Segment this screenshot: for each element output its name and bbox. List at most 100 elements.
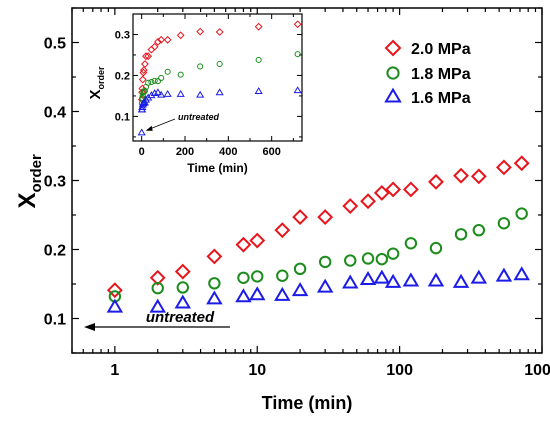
data-point [292,209,309,225]
untreated-arrow-head [84,323,95,331]
data-point [318,255,332,269]
data-point [274,286,291,301]
inset-data-point [157,35,166,44]
inset-data-point [196,27,205,36]
data-point [472,223,486,237]
inset-y-axis-label: Xorder [87,66,106,100]
inset-x-tick-label: 200 [176,146,194,158]
inset-data-point [141,87,148,95]
inset-x-axis-label: Time (min) [187,161,247,175]
legend-marker [384,87,402,103]
inset-data-point [158,74,165,81]
data-point [106,282,123,299]
data-point [276,269,289,282]
inset-data-point [176,89,185,97]
inset-data-point [177,71,184,78]
data-point [360,193,376,210]
data-point [174,263,191,280]
inset-data-point [176,31,185,40]
data-point [293,262,307,276]
data-point [344,254,357,267]
data-point [373,185,390,201]
data-point [359,271,377,286]
data-point [361,252,375,265]
data-point [384,273,402,288]
inset-plot: 0 200 400 600 0.1 0.2 0.3 Time (min) Xorder untre… [87,13,303,175]
inset-data-point [196,90,205,98]
data-point [291,282,309,297]
inset-data-point [144,52,153,61]
inset-x-tick-label: 400 [219,146,237,158]
data-point [375,252,389,266]
inset-data-point [254,87,263,94]
legend-label: 1.6 MPa [411,90,471,107]
data-point [251,270,264,283]
inset-y-tick-label: 0.2 [115,70,130,82]
inset-data-point [215,28,224,36]
inset-data-point [141,60,149,68]
data-point [249,232,266,249]
inset-data-point [163,35,172,44]
inset-data-point [216,60,223,68]
untreated-label: untreated [146,309,215,326]
inset-data-point [154,78,161,85]
data-point [470,269,488,284]
data-point [404,237,418,250]
data-point [174,294,192,309]
inset-data-point [154,37,162,46]
data-point [513,266,530,281]
inset-data-point [164,68,171,75]
inset-data-point [294,51,301,58]
data-point [495,267,513,282]
data-point [206,290,223,305]
data-point [316,278,334,293]
inset-data-point [197,63,204,70]
data-point [428,173,444,190]
inset-data-point [255,56,262,63]
data-point [151,281,164,295]
inset-data-point [254,22,263,31]
data-point [317,209,334,225]
legend-marker [386,66,400,80]
inset-data-point [215,88,224,96]
inset-x-tick-label: 600 [262,146,280,158]
data-point [208,277,221,290]
inset-data-point [145,79,152,86]
inset-y-tick-label: 0.1 [115,111,130,123]
x-axis-label: Time (min) [262,393,353,413]
inset-data-point [163,89,172,97]
data-point [341,274,359,289]
inset-untreated-arrow [147,118,176,131]
inset-data-point [293,20,302,29]
inset-data-point [142,52,150,61]
inset-y-tick-label: 0.3 [115,29,130,41]
inset-data-point [151,77,158,84]
legend: 2.0 MPa 1.8 MPa 1.6 MPa [384,39,471,107]
data-point [386,247,400,260]
data-point [515,207,528,220]
data-point [513,155,530,172]
legend-label: 1.8 MPa [411,66,471,83]
y-tick-label: 0.2 [44,243,66,260]
data-point [495,159,512,176]
inset-data-point [139,66,148,75]
legend-label: 2.0 MPa [411,41,471,58]
inset-data-point [138,75,147,84]
y-tick-label: 0.3 [44,174,66,191]
data-point [454,228,468,241]
inset-untreated-label: untreated [178,112,220,122]
inset-data-point [147,91,156,99]
inset-data-point [157,90,166,98]
data-point [149,269,166,286]
data-point [429,241,443,255]
data-point [497,217,511,230]
inset-data-point [148,78,155,86]
y-tick-label: 0.5 [44,36,66,53]
inset-frame [132,13,303,142]
data-point [427,272,445,287]
x-tick-label: 10 [248,362,266,379]
inset-untreated-point [137,128,146,136]
